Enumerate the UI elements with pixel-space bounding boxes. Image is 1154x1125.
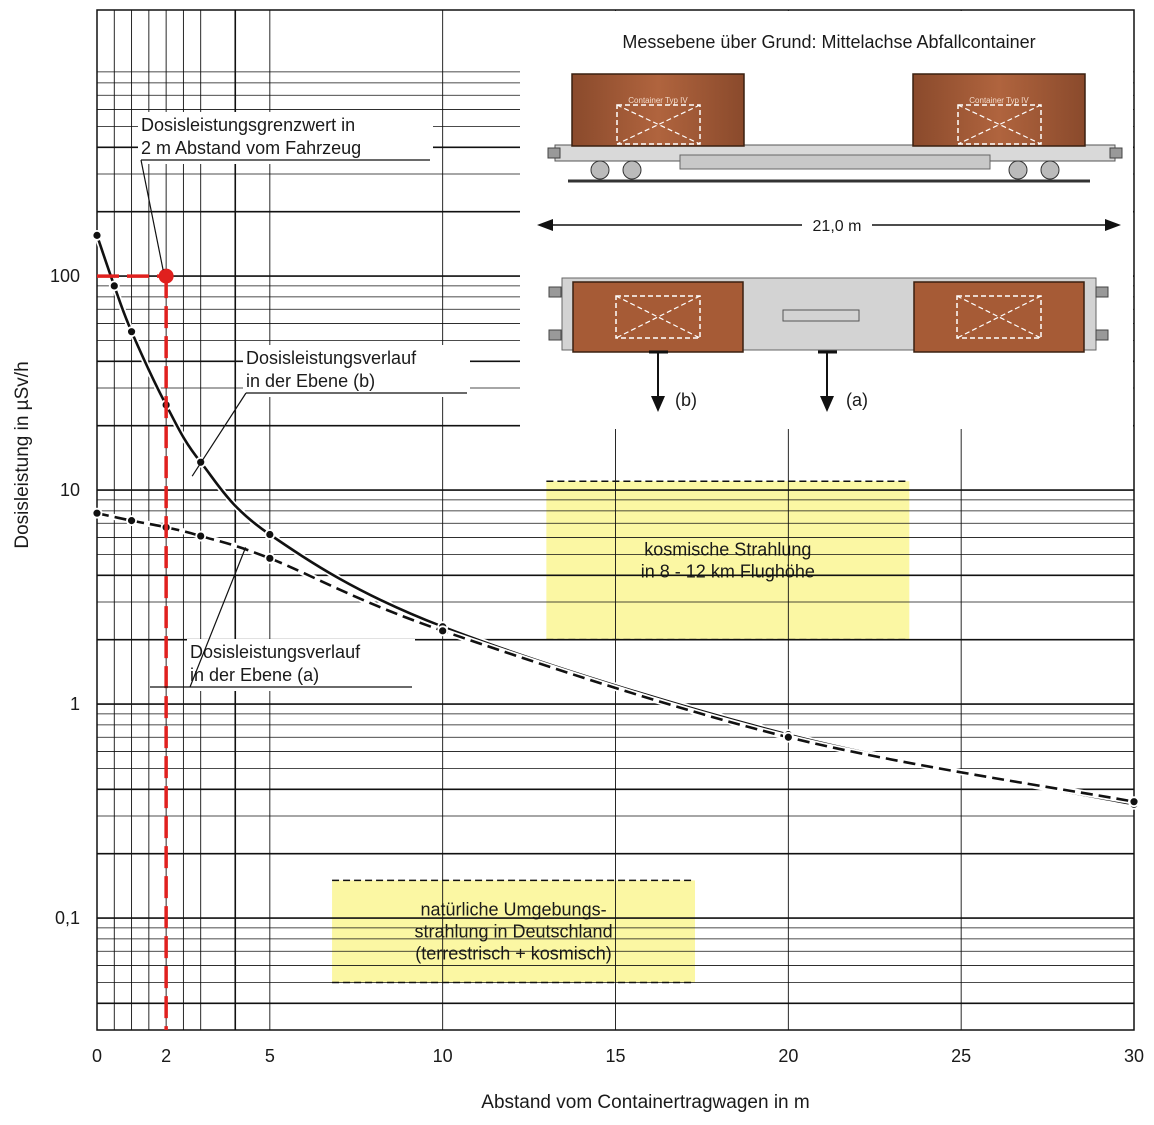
y-tick-label: 0,1 (55, 908, 80, 928)
region-label: in 8 - 12 km Flughöhe (641, 561, 815, 581)
length-label: 21,0 m (813, 218, 862, 235)
container-right-top (913, 281, 1085, 353)
y-axis-title: Dosisleistung in µSv/h (12, 361, 33, 548)
arrowhead-right (1105, 219, 1121, 231)
container-right-label: Container Typ IV (969, 96, 1029, 105)
region-label: strahlung in Deutschland (414, 921, 612, 941)
plane-a-label: (a) (846, 390, 868, 410)
container-left-label: Container Typ IV (628, 96, 688, 105)
y-tick-label: 1 (70, 694, 80, 714)
data-point (126, 515, 137, 527)
data-point (437, 625, 449, 637)
data-point (264, 552, 276, 564)
x-tick-label: 30 (1124, 1046, 1144, 1066)
wagon-side-view: Container Typ IV Container Typ IV (547, 73, 1123, 183)
source-cross-right-side (957, 104, 1042, 145)
length-dimension: 21,0 m (537, 214, 1121, 236)
wagon-underframe (679, 154, 991, 170)
limit-callout-background (138, 112, 433, 164)
data-point (195, 530, 207, 542)
center-plate (782, 309, 860, 322)
data-point (108, 280, 120, 292)
y-tick-label: 10 (60, 480, 80, 500)
region-label: natürliche Umgebungs- (420, 899, 606, 919)
region-box (546, 481, 910, 640)
data-point (91, 507, 103, 519)
x-tick-label: 15 (605, 1046, 625, 1066)
series-b-callout-leader (191, 392, 247, 477)
series-b-callout-text: Dosisleistungsverlauf (246, 348, 417, 368)
wheel (622, 160, 642, 180)
x-tick-label: 2 (161, 1046, 171, 1066)
wheel (1040, 160, 1060, 180)
container-left-top (572, 281, 744, 353)
plot-frame (96, 9, 1135, 1031)
limit-point (158, 268, 174, 284)
series-b-callout-text: in der Ebene (b) (246, 371, 375, 391)
container-right-side (912, 73, 1086, 147)
plane-b-label: (b) (675, 390, 697, 410)
data-point (264, 529, 276, 540)
measurement-plane-arrows: (b) (a) (649, 350, 868, 412)
region-label: kosmische Strahlung (644, 539, 811, 559)
wagon-top-view (548, 277, 1109, 353)
series-a-callout-text: in der Ebene (a) (190, 665, 319, 685)
buffer-top-right-1 (1095, 286, 1109, 298)
limit-callout-leader (140, 159, 164, 271)
source-box-right-top (956, 295, 1042, 339)
limit-callout-text: 2 m Abstand vom Fahrzeug (141, 138, 361, 158)
region-label: (terrestrisch + kosmisch) (415, 943, 612, 963)
plane-b-arrowhead (651, 396, 665, 412)
buffer-top-left-2 (548, 329, 562, 341)
buffer-left (547, 147, 561, 159)
buffer-right (1109, 147, 1123, 159)
data-point (1128, 796, 1140, 808)
source-cross-left-side (616, 104, 701, 145)
source-box-left-side (616, 104, 701, 145)
data-point (782, 731, 794, 743)
x-tick-label: 0 (92, 1046, 102, 1066)
arrowhead-left (537, 219, 553, 231)
x-tick-label: 25 (951, 1046, 971, 1066)
buffer-top-right-2 (1095, 329, 1109, 341)
buffer-top-left-1 (548, 286, 562, 298)
series-a-callout-leader (189, 547, 247, 688)
plane-a-arrowhead (820, 396, 834, 412)
source-box-left-top (615, 295, 701, 339)
x-tick-label: 20 (778, 1046, 798, 1066)
x-axis-title: Abstand vom Containertragwagen in m (481, 1092, 809, 1113)
measurement-plane-label: Messebene über Grund: Mittelachse Abfall… (622, 32, 1035, 52)
series-b-callout-background (243, 345, 470, 397)
x-tick-label: 10 (433, 1046, 453, 1066)
wheel (1008, 160, 1028, 180)
series-a-callout-text: Dosisleistungsverlauf (190, 642, 361, 662)
source-box-right-side (957, 104, 1042, 145)
container-left-side (571, 73, 745, 147)
wagon-illustration: Messebene über Grund: Mittelachse Abfall… (520, 11, 1133, 429)
x-tick-label: 5 (265, 1046, 275, 1066)
length-label-background (802, 214, 872, 236)
wheel (590, 160, 610, 180)
limit-callout-text: Dosisleistungsgrenzwert in (141, 115, 355, 135)
series-a-callout-background (187, 639, 415, 691)
data-point (91, 229, 103, 241)
data-point (126, 326, 137, 338)
series-a-line (96, 511, 1135, 803)
y-tick-label: 100 (50, 266, 80, 286)
